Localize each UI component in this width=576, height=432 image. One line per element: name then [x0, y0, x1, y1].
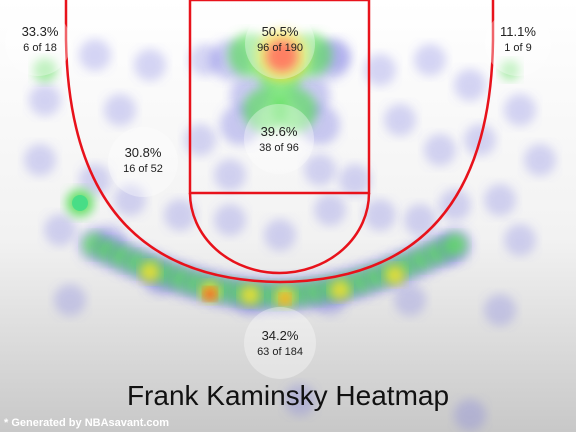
heat-blob [264, 219, 296, 251]
heat-blob [524, 144, 556, 176]
zone-bubbles [5, 9, 551, 379]
heat-blob [504, 224, 536, 256]
three-point-line [64, 0, 495, 284]
zone-pct: 39.6% [260, 124, 298, 139]
heat-blob [24, 144, 56, 176]
zone-bubble-left-corner [5, 10, 71, 76]
heat-blob [164, 199, 196, 231]
court-lines [64, 0, 495, 284]
heat-blob [454, 69, 486, 101]
zone-label-restricted: 50.5% 96 of 190 [240, 24, 320, 54]
heat-blob [33, 58, 57, 82]
zone-count: 16 of 52 [123, 163, 163, 175]
heat-blob [339, 164, 371, 196]
credit-text: * Generated by NBAsavant.com [4, 417, 170, 429]
zone-bubble-midrange [108, 127, 178, 197]
heat-blob [214, 159, 246, 191]
heat-blob [214, 204, 246, 236]
heat-blob [384, 104, 416, 136]
heat-blob [385, 265, 405, 285]
zone-bubble-right-corner [485, 10, 551, 76]
heat-blob [424, 134, 456, 166]
heat-blob [204, 288, 216, 300]
heat-blob [104, 94, 136, 126]
heat-blob [500, 60, 520, 80]
zone-count: 63 of 184 [257, 346, 303, 358]
heat-layer [24, 29, 556, 431]
zone-label-above-break: 34.2% 63 of 184 [240, 328, 320, 358]
zone-bubble-paint [244, 104, 314, 174]
zone-count: 6 of 18 [23, 42, 57, 54]
heat-blob [266, 40, 298, 72]
zone-pct: 50.5% [261, 24, 299, 39]
zone-bubble-above-break [244, 307, 316, 379]
heat-blob [72, 195, 88, 211]
zone-count: 38 of 96 [259, 142, 299, 154]
heat-blob [240, 285, 260, 305]
heat-blob [454, 399, 486, 431]
heat-blob [140, 262, 160, 282]
zone-pct: 33.3% [21, 24, 59, 39]
heat-blob [314, 194, 346, 226]
chart-title: Frank Kaminsky Heatmap [126, 380, 450, 411]
zone-label-paint: 39.6% 38 of 96 [239, 124, 319, 154]
paint-box [188, 0, 371, 195]
zone-pct: 11.1% [500, 24, 536, 39]
heat-blob [284, 384, 316, 416]
heat-blob [44, 214, 76, 246]
heat-blob [364, 199, 396, 231]
zone-bubble-restricted [245, 9, 315, 79]
heat-blob [134, 49, 166, 81]
heat-blob [484, 184, 516, 216]
zone-label-left-corner: 33.3% 6 of 18 [0, 24, 80, 54]
heat-blob [439, 189, 471, 221]
zone-pct: 30.8% [124, 145, 162, 160]
heat-blob [504, 94, 536, 126]
zone-pct: 34.2% [261, 328, 299, 343]
heat-blob [414, 44, 446, 76]
free-throw-circle [188, 192, 371, 275]
heat-blob [184, 124, 216, 156]
zone-count: 1 of 9 [504, 42, 532, 54]
zone-count: 96 of 190 [257, 42, 303, 54]
zone-label-midrange: 30.8% 16 of 52 [103, 145, 183, 175]
heat-blob [394, 284, 426, 316]
heat-blob [54, 284, 86, 316]
heat-blob [404, 204, 436, 236]
zone-label-right-corner: 11.1% 1 of 9 [478, 24, 558, 54]
heat-blob [443, 233, 467, 257]
heat-blob [304, 154, 336, 186]
heat-blob [114, 184, 146, 216]
heat-blob [280, 294, 290, 304]
heat-blob [79, 39, 111, 71]
heat-blob [330, 280, 350, 300]
heat-blob [364, 54, 396, 86]
heat-blob [29, 84, 61, 116]
heat-blob [273, 88, 317, 132]
heat-blob [484, 294, 516, 326]
